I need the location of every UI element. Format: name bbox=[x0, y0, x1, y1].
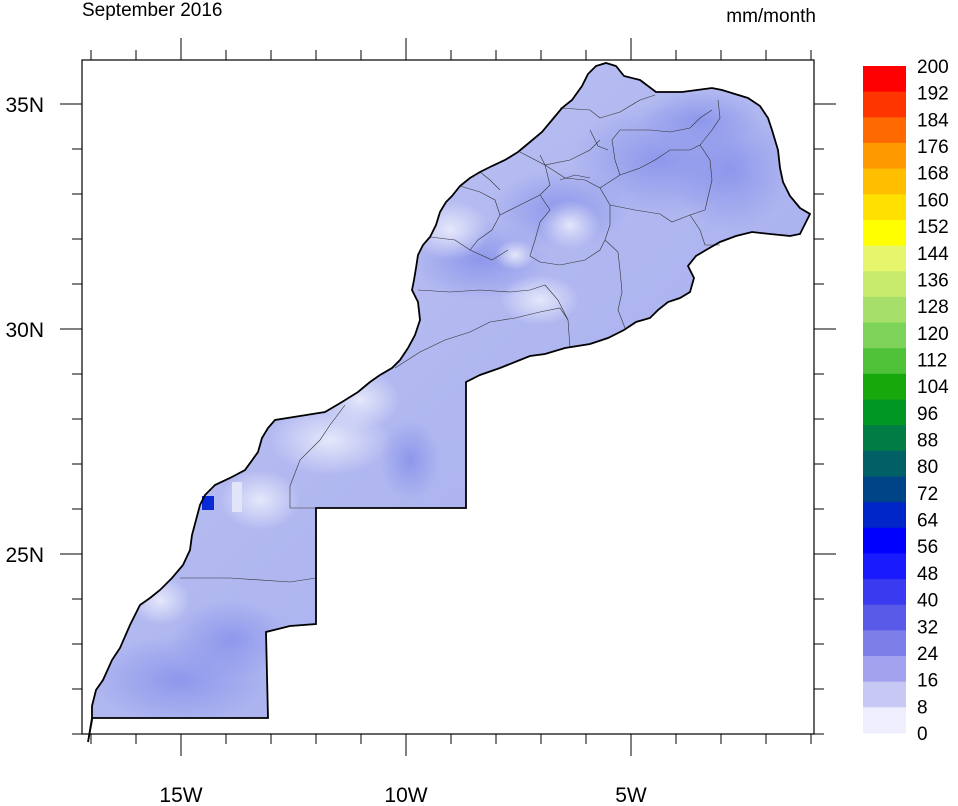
colorbar-label: 112 bbox=[917, 350, 947, 371]
colorbar-swatch bbox=[863, 579, 906, 606]
colorbar-swatch bbox=[863, 245, 906, 272]
units-label: mm/month bbox=[726, 6, 816, 27]
precip-pattern bbox=[90, 90, 790, 725]
region-boundary bbox=[599, 94, 656, 119]
region-boundary bbox=[559, 174, 591, 181]
colorbar-label: 56 bbox=[917, 537, 938, 558]
low-precip-area bbox=[540, 200, 600, 250]
high-precip-area bbox=[170, 600, 290, 680]
colorbar-label: 128 bbox=[917, 297, 949, 318]
colorbar-swatch bbox=[863, 168, 906, 195]
colorbar-swatch bbox=[863, 681, 906, 708]
colorbar-label: 200 bbox=[917, 57, 949, 78]
low-precip-area bbox=[500, 275, 580, 325]
colorbar-label: 48 bbox=[917, 564, 938, 585]
region-boundary bbox=[699, 99, 721, 146]
colorbar-label: 104 bbox=[917, 377, 949, 398]
low-precip-area bbox=[130, 575, 190, 625]
region-boundary bbox=[699, 144, 713, 211]
colorbar-label: 8 bbox=[917, 697, 928, 718]
colorbar-label: 40 bbox=[917, 591, 938, 612]
region-boundary bbox=[394, 307, 571, 369]
colorbar-swatch bbox=[863, 348, 906, 375]
colorbar-label: 152 bbox=[917, 217, 949, 238]
colorbar-label: 88 bbox=[917, 431, 938, 452]
colorbar-swatch bbox=[863, 527, 906, 554]
colorbar-label: 192 bbox=[917, 84, 949, 105]
colorbar-swatch bbox=[863, 91, 906, 118]
region-boundary bbox=[604, 239, 626, 329]
colorbar-label: 120 bbox=[917, 324, 949, 345]
colorbar-swatch bbox=[863, 194, 906, 221]
plot-frame bbox=[81, 59, 815, 735]
colorbar-label: 64 bbox=[917, 511, 939, 532]
region-boundary bbox=[544, 284, 569, 321]
colorbar-swatch bbox=[863, 656, 906, 683]
colorbar-label: 168 bbox=[917, 164, 949, 185]
region-boundary bbox=[689, 214, 720, 246]
region-boundary bbox=[609, 204, 706, 223]
region-boundary bbox=[289, 486, 316, 509]
low-precip-area bbox=[410, 200, 490, 260]
region-boundary bbox=[611, 109, 713, 176]
low-precip-area bbox=[495, 240, 535, 270]
colorbar-swatch bbox=[863, 604, 906, 631]
country-border bbox=[87, 62, 812, 743]
hotspot-cell bbox=[202, 496, 214, 510]
map-title: September 2016 bbox=[82, 0, 223, 21]
colorbar-label: 96 bbox=[917, 404, 938, 425]
high-precip-area bbox=[380, 420, 440, 500]
colorbar-label: 16 bbox=[917, 671, 938, 692]
y-tick-label: 25N bbox=[5, 544, 44, 567]
colorbar-label: 80 bbox=[917, 457, 938, 478]
colorbar-swatch bbox=[863, 373, 906, 400]
colorbar-swatch bbox=[863, 271, 906, 298]
low-precip-area bbox=[320, 370, 400, 430]
light-stripe bbox=[232, 482, 242, 512]
region-boundary bbox=[529, 194, 606, 266]
colorbar-swatch bbox=[863, 476, 906, 503]
region-boundary bbox=[589, 129, 609, 151]
x-tick-label: 10W bbox=[384, 784, 427, 806]
colorbar-label: 144 bbox=[917, 244, 949, 265]
colorbar-swatch bbox=[863, 425, 906, 452]
colorbar-swatch bbox=[863, 296, 906, 324]
colorbar-swatch bbox=[863, 142, 906, 170]
colorbar-swatch bbox=[863, 117, 906, 144]
y-tick-label: 35N bbox=[5, 94, 44, 117]
colorbar-swatch bbox=[863, 707, 906, 734]
colorbar-swatch bbox=[863, 502, 906, 529]
y-tick-label: 30N bbox=[5, 319, 44, 342]
region-boundary bbox=[180, 577, 317, 583]
region-boundary bbox=[289, 404, 346, 487]
colorbar-label: 24 bbox=[917, 644, 939, 665]
colorbar-label: 160 bbox=[917, 190, 949, 211]
colorbar-label: 136 bbox=[917, 270, 949, 291]
colorbar-swatch bbox=[863, 219, 906, 247]
colorbar-swatch bbox=[863, 322, 906, 349]
colorbar-label: 176 bbox=[917, 137, 949, 158]
colorbar-swatch bbox=[863, 630, 906, 657]
region-boundary bbox=[479, 171, 501, 191]
colorbar-label: 32 bbox=[917, 617, 938, 638]
colorbar-label: 72 bbox=[917, 484, 938, 505]
colorbar-swatch bbox=[863, 66, 906, 93]
region-boundary bbox=[417, 284, 546, 293]
region-boundary bbox=[544, 164, 566, 179]
x-tick-label: 5W bbox=[615, 784, 647, 806]
x-tick-label: 15W bbox=[159, 784, 202, 806]
land-area bbox=[88, 63, 810, 742]
colorbar-swatch bbox=[863, 399, 906, 426]
colorbar-swatch bbox=[863, 450, 906, 477]
region-boundary bbox=[559, 107, 601, 119]
region-boundary bbox=[519, 139, 601, 166]
region-boundary bbox=[499, 154, 551, 216]
colorbar-swatch bbox=[863, 553, 906, 580]
colorbar-label: 184 bbox=[917, 110, 949, 131]
colorbar-label: 0 bbox=[917, 724, 928, 745]
high-precip-area bbox=[640, 90, 760, 150]
region-boundary bbox=[564, 177, 611, 241]
